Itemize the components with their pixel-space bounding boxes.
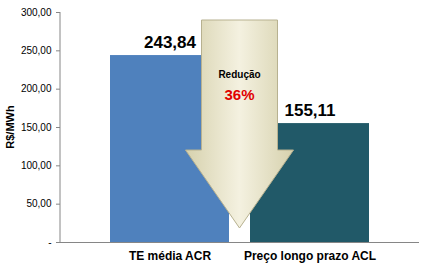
svg-text:-: - xyxy=(48,237,51,248)
svg-text:150,00: 150,00 xyxy=(21,122,52,133)
svg-text:200,00: 200,00 xyxy=(21,83,52,94)
svg-text:250,00: 250,00 xyxy=(21,45,52,56)
svg-text:Preço longo prazo ACL: Preço longo prazo ACL xyxy=(244,249,376,263)
svg-text:50,00: 50,00 xyxy=(26,198,51,209)
svg-text:100,00: 100,00 xyxy=(21,160,52,171)
svg-text:TE média ACR: TE média ACR xyxy=(129,249,212,263)
svg-text:243,84: 243,84 xyxy=(144,33,197,52)
svg-text:36%: 36% xyxy=(224,86,254,103)
svg-text:R$/MWh: R$/MWh xyxy=(4,105,16,149)
svg-text:Redução: Redução xyxy=(218,69,260,80)
svg-text:300,00: 300,00 xyxy=(21,7,52,18)
svg-text:155,11: 155,11 xyxy=(284,101,335,120)
